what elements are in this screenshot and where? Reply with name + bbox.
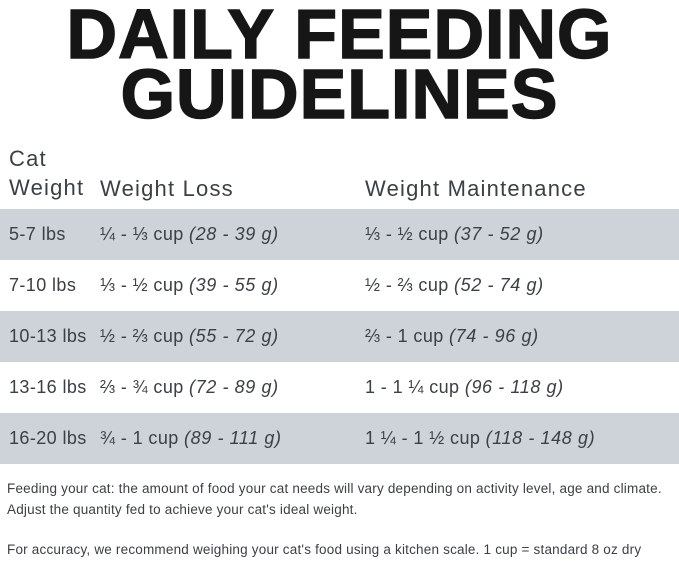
table-row: 13-16 lbs ⅔ - ¾ cup (72 - 89 g) 1 - 1 ¼ c…	[0, 362, 679, 413]
cell-cat-weight: 10-13 lbs	[9, 326, 87, 346]
loss-grams: (28 - 39 g)	[189, 224, 279, 244]
page-title: DAILY FEEDING GUIDELINES	[0, 0, 679, 133]
loss-grams: (89 - 111 g)	[184, 428, 282, 448]
maint-cups: ½ - ⅔ cup	[365, 275, 449, 295]
header-weight-loss: Weight Loss	[100, 176, 234, 201]
cell-weight-loss: ¾ - 1 cup (89 - 111 g)	[100, 428, 365, 449]
cell-weight-loss: ⅓ - ½ cup (39 - 55 g)	[100, 275, 365, 296]
page-title-line1: DAILY FEEDING	[66, 0, 613, 73]
header-weight-maintenance: Weight Maintenance	[365, 176, 587, 201]
header-cat-weight: Cat Weight	[0, 144, 100, 202]
loss-cups: ¾ - 1 cup	[100, 428, 179, 448]
maint-grams: (96 - 118 g)	[464, 377, 564, 397]
maint-cups: ⅔ - 1 cup	[365, 326, 444, 346]
loss-cups: ¼ - ⅓ cup	[100, 224, 184, 244]
header-cat-weight-line1: Cat	[9, 146, 47, 171]
cell-weight-loss: ⅔ - ¾ cup (72 - 89 g)	[100, 377, 365, 398]
cell-weight-loss: ½ - ⅔ cup (55 - 72 g)	[100, 326, 365, 347]
accuracy-note: For accuracy, we recommend weighing your…	[7, 542, 642, 564]
maint-grams: (118 - 148 g)	[485, 428, 596, 448]
loss-grams: (39 - 55 g)	[189, 275, 279, 295]
table-row: 16-20 lbs ¾ - 1 cup (89 - 111 g) 1 ¼ - 1 …	[0, 413, 679, 464]
cell-cat-weight: 7-10 lbs	[9, 275, 77, 295]
table-header-row: Cat Weight Weight Loss Weight Maintenanc…	[0, 145, 679, 209]
loss-cups: ⅓ - ½ cup	[100, 275, 184, 295]
maint-cups: 1 ¼ - 1 ½ cup	[365, 428, 481, 448]
cell-cat-weight: 16-20 lbs	[9, 428, 87, 448]
cell-weight-maintenance: 1 - 1 ¼ cup (96 - 118 g)	[365, 377, 679, 398]
loss-cups: ⅔ - ¾ cup	[100, 377, 184, 397]
maint-grams: (74 - 96 g)	[449, 326, 539, 346]
page-title-line2: GUIDELINES	[120, 55, 559, 133]
table-row: 10-13 lbs ½ - ⅔ cup (55 - 72 g) ⅔ - 1 cup…	[0, 311, 679, 362]
cell-weight-maintenance: ⅔ - 1 cup (74 - 96 g)	[365, 326, 679, 347]
maint-cups: ⅓ - ½ cup	[365, 224, 449, 244]
maint-grams: (37 - 52 g)	[454, 224, 544, 244]
loss-cups: ½ - ⅔ cup	[100, 326, 184, 346]
table-row: 7-10 lbs ⅓ - ½ cup (39 - 55 g) ½ - ⅔ cup(…	[0, 260, 679, 311]
cell-weight-maintenance: ⅓ - ½ cup (37 - 52 g)	[365, 224, 679, 245]
cell-cat-weight: 13-16 lbs	[9, 377, 87, 397]
cell-weight-maintenance: ½ - ⅔ cup (52 - 74 g)	[365, 275, 679, 296]
loss-grams: (72 - 89 g)	[189, 377, 279, 397]
feeding-note: Feeding your cat: the amount of food you…	[7, 481, 662, 517]
maint-cups: 1 - 1 ¼ cup	[365, 377, 460, 397]
table-row: 5-7 lbs ¼ - ⅓ cup (28 - 39 g) ⅓ - ½ cup (3…	[0, 209, 679, 260]
cell-weight-loss: ¼ - ⅓ cup (28 - 39 g)	[100, 224, 365, 245]
cell-cat-weight: 5-7 lbs	[9, 224, 66, 244]
feeding-table: Cat Weight Weight Loss Weight Maintenanc…	[0, 145, 679, 464]
header-cat-weight-line2: Weight	[9, 175, 85, 200]
loss-grams: (55 - 72 g)	[189, 326, 279, 346]
cell-weight-maintenance: 1 ¼ - 1 ½ cup (118 - 148 g)	[365, 428, 679, 449]
maint-grams: (52 - 74 g)	[454, 275, 544, 295]
